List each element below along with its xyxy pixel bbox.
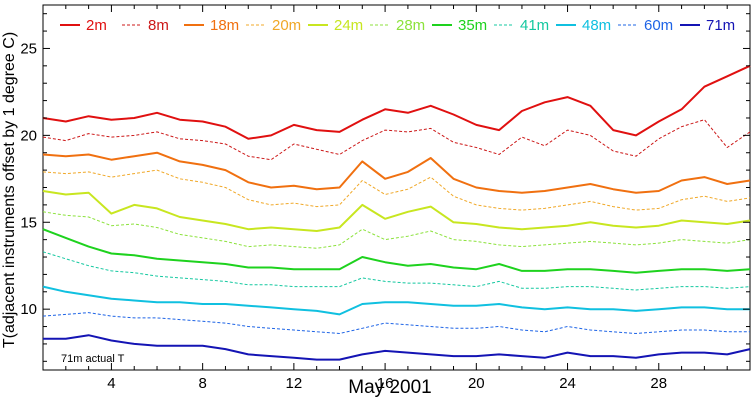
y-tick-label: 25 [20, 40, 37, 57]
y-tick-label: 15 [20, 214, 37, 231]
legend: 2m 8m 18m 20m 24m 28m 35m 41m 48m 60m 71m [60, 17, 735, 34]
x-tick-label: 4 [107, 375, 115, 392]
legend-label-41m: 41m [520, 17, 549, 34]
legend-label-71m: 71m [706, 17, 735, 34]
x-axis: 4 8 12 16 20 24 28 [65, 5, 728, 392]
x-tick-label: 16 [377, 375, 394, 392]
series-layer [42, 64, 751, 361]
series-line-71m [43, 334, 751, 361]
series-line-18m [42, 151, 751, 194]
legend-label-35m: 35m [458, 17, 487, 34]
legend-label-48m: 48m [582, 17, 611, 34]
x-tick-label: 20 [468, 375, 485, 392]
legend-label-8m: 8m [148, 17, 169, 34]
legend-label-18m: 18m [210, 17, 239, 34]
y-axis-title: T(adjacent instruments offset by 1 degre… [1, 32, 18, 348]
y-tick-label: 10 [20, 301, 37, 318]
y-tick-label: 20 [20, 127, 37, 144]
legend-label-24m: 24m [334, 17, 363, 34]
legend-label-2m: 2m [86, 17, 107, 34]
y-axis: 10 15 20 25 [20, 13, 750, 362]
series-line-28m [42, 211, 751, 249]
annotation-71m-actual: 71m actual T [61, 353, 125, 365]
x-axis-title: May 2001 [348, 377, 431, 398]
legend-label-60m: 60m [644, 17, 673, 34]
series-line-48m [42, 285, 750, 316]
x-tick-label: 24 [559, 375, 576, 392]
x-tick-label: 28 [650, 375, 667, 392]
series-line-8m [42, 119, 751, 161]
series-line-35m [42, 228, 751, 274]
legend-label-20m: 20m [272, 17, 301, 34]
series-line-41m [42, 251, 751, 291]
x-tick-label: 12 [286, 375, 303, 392]
series-line-2m [42, 64, 751, 140]
x-tick-label: 8 [198, 375, 206, 392]
plot-area [42, 4, 751, 371]
series-line-60m [42, 312, 750, 334]
legend-label-28m: 28m [396, 17, 425, 34]
series-line-20m [42, 169, 751, 211]
series-line-24m [42, 190, 751, 232]
